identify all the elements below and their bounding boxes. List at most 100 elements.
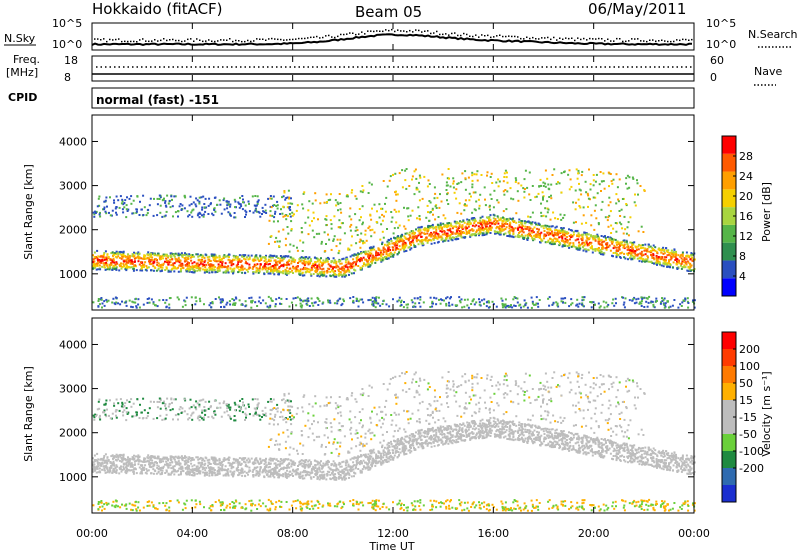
power-point xyxy=(198,216,201,219)
power-point xyxy=(102,208,104,211)
power-point xyxy=(615,230,618,233)
power-point xyxy=(254,259,257,262)
power-point xyxy=(201,265,204,268)
noise-search-point xyxy=(517,36,519,38)
velocity-point xyxy=(282,418,285,421)
power-point xyxy=(384,248,386,251)
velocity-point xyxy=(536,430,539,433)
power-point xyxy=(367,192,370,194)
power-point xyxy=(517,199,520,202)
power-point xyxy=(133,264,136,267)
noise-search-point xyxy=(613,40,615,42)
power-point xyxy=(262,210,265,213)
noise-search-point xyxy=(430,32,432,35)
noise-search-point xyxy=(172,38,174,41)
power-point xyxy=(603,240,606,243)
power-point xyxy=(489,208,491,211)
power-point xyxy=(613,304,616,307)
power-point xyxy=(119,250,122,253)
power-point xyxy=(243,257,246,260)
noise-search-point xyxy=(529,37,531,40)
velocity-point xyxy=(278,474,281,477)
power-point xyxy=(391,255,394,257)
power-point xyxy=(433,242,436,245)
power-point xyxy=(245,213,247,216)
power-point xyxy=(159,196,162,199)
power-point xyxy=(188,262,191,264)
power-point xyxy=(693,306,696,309)
power-point xyxy=(208,271,211,274)
velocity-point xyxy=(471,389,474,392)
power-point xyxy=(419,240,421,243)
power-point xyxy=(581,303,583,306)
power-point xyxy=(608,214,611,217)
power-point xyxy=(169,252,172,255)
power-point xyxy=(360,268,363,271)
velocity-point xyxy=(551,377,554,379)
power-point xyxy=(196,269,199,272)
power-point xyxy=(296,246,298,249)
power-point xyxy=(614,222,617,224)
power-point xyxy=(306,261,309,264)
power-point xyxy=(477,232,480,235)
power-point xyxy=(282,195,285,198)
power-point xyxy=(103,253,105,256)
velocity-point xyxy=(115,416,118,419)
power-point xyxy=(224,255,226,258)
noise-search-point xyxy=(622,40,624,43)
power-point xyxy=(399,238,402,241)
power-point xyxy=(203,264,206,267)
power-point xyxy=(328,264,331,267)
velocity-point xyxy=(535,505,538,508)
power-point xyxy=(98,195,101,198)
power-point xyxy=(163,197,165,200)
power-point xyxy=(411,237,414,240)
power-point xyxy=(135,252,137,255)
power-point xyxy=(222,255,225,258)
power-point xyxy=(301,268,304,271)
power-point xyxy=(311,268,314,271)
power-point xyxy=(307,233,310,236)
power-point xyxy=(99,298,102,301)
power-point xyxy=(639,301,642,304)
power-point xyxy=(292,266,294,269)
power-point xyxy=(529,233,532,236)
noise-search-point xyxy=(499,34,501,36)
power-point xyxy=(191,254,194,256)
power-point xyxy=(511,235,514,238)
power-point xyxy=(600,235,603,237)
noise-search-point xyxy=(322,36,324,39)
power-point xyxy=(640,302,643,305)
power-point xyxy=(455,235,458,238)
power-point xyxy=(430,231,433,234)
power-point xyxy=(332,271,335,274)
power-point xyxy=(399,235,402,238)
power-point xyxy=(667,265,670,268)
power-point xyxy=(551,174,554,176)
power-point xyxy=(690,252,693,255)
power-point xyxy=(181,256,184,259)
power-point xyxy=(311,202,314,205)
power-point xyxy=(137,260,140,263)
power-point xyxy=(453,225,456,228)
power-point xyxy=(378,257,381,260)
power-point xyxy=(131,212,134,215)
power-point xyxy=(486,174,488,177)
power-point xyxy=(375,250,378,253)
power-point xyxy=(384,256,386,258)
power-point xyxy=(371,296,374,299)
power-point xyxy=(502,216,504,219)
velocity-point xyxy=(524,437,527,440)
power-point xyxy=(433,231,436,234)
power-point xyxy=(425,216,428,219)
power-point xyxy=(94,263,97,266)
noise-search-point xyxy=(607,38,609,40)
power-point xyxy=(186,261,189,264)
power-point xyxy=(635,301,638,304)
power-point xyxy=(631,254,634,257)
power-point xyxy=(187,267,190,270)
noise-search-point xyxy=(673,40,675,43)
power-point xyxy=(180,269,182,272)
power-point xyxy=(404,241,407,244)
